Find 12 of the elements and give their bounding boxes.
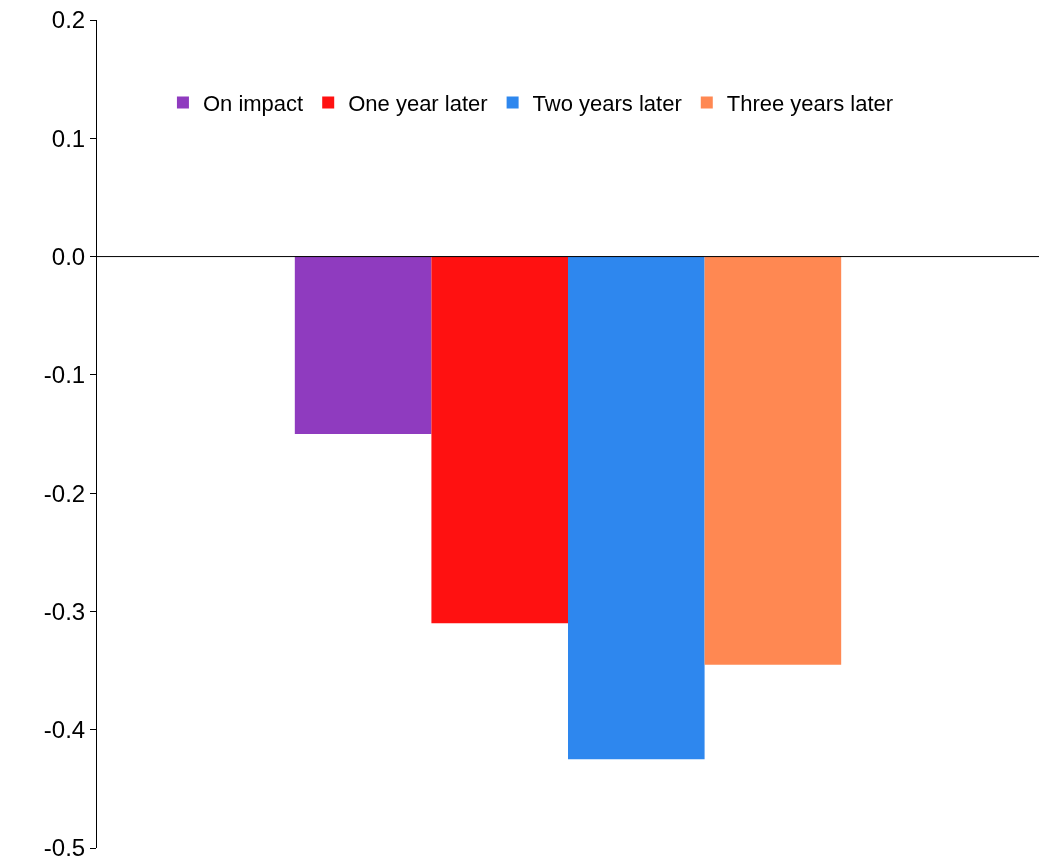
y-tick-label: -0.4 <box>43 716 86 744</box>
y-tick-label: -0.2 <box>43 479 86 507</box>
y-tick-label: -0.3 <box>43 597 86 625</box>
legend-label: Three years later <box>726 91 894 117</box>
y-tick-label: 0.0 <box>51 242 86 270</box>
legend-label: Two years later <box>532 91 682 117</box>
legend-label: On impact <box>202 91 304 117</box>
y-tick-label: -0.5 <box>43 834 86 862</box>
y-tick-label: 0.2 <box>51 6 86 34</box>
y-tick-label: -0.1 <box>43 361 86 389</box>
legend-label: One year later <box>348 91 488 117</box>
y-tick-label: 0.1 <box>51 124 86 152</box>
